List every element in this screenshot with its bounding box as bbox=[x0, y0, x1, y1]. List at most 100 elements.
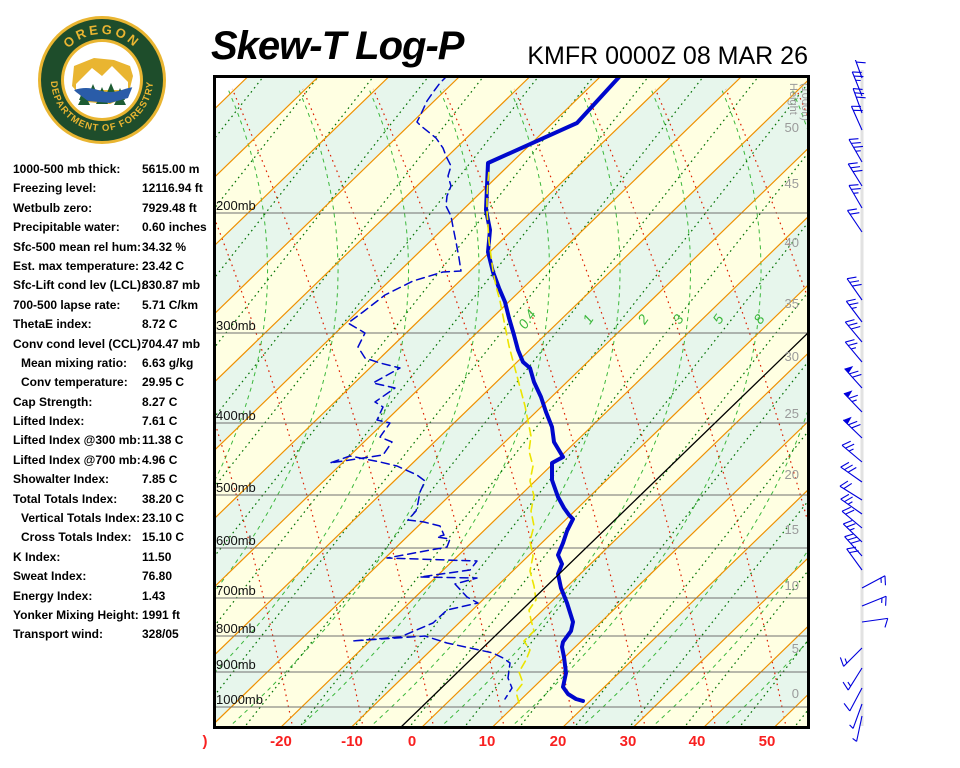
stat-row: K Index: 11.50 bbox=[13, 548, 211, 567]
stat-value: 11.50 bbox=[142, 549, 172, 564]
pressure-label: 700mb bbox=[216, 583, 256, 598]
stat-label: Precipitable water: bbox=[13, 220, 120, 235]
wind-barb bbox=[844, 339, 863, 363]
wind-barb bbox=[847, 162, 863, 187]
stat-value: 23.10 C bbox=[142, 511, 185, 526]
stat-value: 8.27 C bbox=[142, 394, 178, 409]
stat-label: Sfc-Lift cond lev (LCL): bbox=[13, 278, 145, 293]
stat-label: Yonker Mixing Height: bbox=[13, 607, 139, 622]
stat-value: 8.72 C bbox=[142, 317, 178, 332]
temperature-axis: ) -20 -10 0 10 20 30 40 50 bbox=[203, 733, 813, 755]
temp-tick-label: 50 bbox=[758, 733, 776, 750]
stat-row: Sfc-500 mean rel hum: 34.32 % bbox=[13, 238, 211, 257]
dry-adiabat-line bbox=[654, 88, 810, 533]
stat-label: Conv cond level (CCL): bbox=[13, 336, 146, 351]
stat-value: 12116.94 ft bbox=[142, 181, 203, 196]
stat-value: 15.10 C bbox=[142, 530, 185, 545]
stat-label: Lifted Index @300 mb: bbox=[13, 433, 141, 448]
wind-barb bbox=[852, 88, 866, 114]
mixing-ratio-line bbox=[517, 358, 810, 729]
wind-barb bbox=[842, 520, 863, 543]
temp-band bbox=[213, 78, 810, 725]
wind-barb bbox=[845, 298, 863, 323]
stat-label: K Index: bbox=[13, 549, 61, 564]
stat-row: Precipitable water: 0.60 inches bbox=[13, 218, 211, 237]
temp-tick-label: -20 bbox=[270, 733, 292, 750]
isotherm-line bbox=[213, 75, 462, 316]
stat-label: Conv temperature: bbox=[21, 375, 128, 390]
agency-logo: OREGON DEPARTMENT OF FORESTRY bbox=[38, 16, 166, 144]
stat-value: 830.87 mb bbox=[142, 278, 201, 293]
pressure-label: 400mb bbox=[216, 408, 256, 423]
pressure-label: 200mb bbox=[216, 198, 256, 213]
stat-label: ThetaE index: bbox=[13, 317, 92, 332]
mixing-ratio-line bbox=[213, 75, 706, 699]
stat-row: Lifted Index: 7.61 C bbox=[13, 412, 211, 431]
height-tick-label: 35 bbox=[785, 296, 799, 311]
stat-row: ThetaE index: 8.72 C bbox=[13, 315, 211, 334]
stat-row: Mean mixing ratio: 6.63 g/kg bbox=[13, 354, 211, 373]
pressure-label: 1000mb bbox=[216, 692, 263, 707]
stat-label: Cross Totals Index: bbox=[21, 530, 132, 545]
stat-label: Transport wind: bbox=[13, 627, 103, 642]
wind-barb bbox=[839, 480, 863, 501]
stat-row: Conv temperature: 29.95 C bbox=[13, 373, 211, 392]
height-tick-label: 0 bbox=[792, 686, 799, 701]
temperature-trace bbox=[484, 75, 622, 703]
isotherm-line bbox=[213, 75, 744, 589]
pressure-label: 800mb bbox=[216, 621, 256, 636]
stat-value: 328/05 bbox=[142, 627, 179, 642]
stat-label: Cap Strength: bbox=[13, 394, 93, 409]
forestry-seal-icon: OREGON DEPARTMENT OF FORESTRY bbox=[38, 16, 166, 144]
temp-tick-label: 10 bbox=[478, 733, 496, 750]
stat-value: 4.96 C bbox=[142, 452, 178, 467]
wind-barb bbox=[844, 366, 863, 389]
height-tick-label: 20 bbox=[785, 467, 799, 482]
stat-label: Sweat Index: bbox=[13, 569, 87, 584]
stat-value: 0.60 inches bbox=[142, 220, 207, 235]
stat-label: Est. max temperature: bbox=[13, 258, 140, 273]
height-tick-label: 40 bbox=[785, 235, 799, 250]
stat-row: Est. max temperature: 23.42 C bbox=[13, 257, 211, 276]
wind-barb bbox=[841, 440, 863, 463]
pressure-label: 500mb bbox=[216, 480, 256, 495]
skewt-plot-svg: 200mb 300mb 400mb 500mb 600mb 700mb 800mb 900mb… bbox=[213, 75, 811, 729]
height-tick-label: 50 bbox=[785, 120, 799, 135]
temp-tick-label: ) bbox=[202, 733, 208, 750]
isotherm-line bbox=[419, 350, 810, 729]
temp-band bbox=[213, 146, 810, 729]
dry-adiabat-line bbox=[302, 88, 506, 729]
station-date-label: KMFR 0000Z 08 MAR 26 bbox=[527, 42, 808, 70]
isotherm-line bbox=[631, 555, 810, 729]
stat-value: 6.63 g/kg bbox=[142, 355, 194, 370]
parcel-trace bbox=[486, 169, 537, 704]
isotherm-line bbox=[213, 75, 603, 453]
stat-row: Sfc-Lift cond lev (LCL): 830.87 mb bbox=[13, 276, 211, 295]
wind-barb bbox=[842, 667, 863, 691]
height-tick-label: 15 bbox=[785, 522, 799, 537]
mixing-ratio-line bbox=[213, 75, 596, 560]
wind-barb bbox=[839, 647, 863, 667]
isotherm-line bbox=[213, 75, 391, 248]
wind-barb bbox=[846, 276, 863, 301]
height-tick-label: 10 bbox=[785, 578, 799, 593]
stat-label: 1000-500 mb thick: bbox=[13, 162, 121, 176]
dry-adiabat-line bbox=[513, 88, 717, 729]
temp-tick-label: 0 bbox=[407, 733, 417, 750]
isotherm-line bbox=[213, 145, 810, 726]
dry-adiabat-line bbox=[584, 88, 788, 729]
stat-value: 38.20 C bbox=[142, 491, 185, 506]
stat-row: Yonker Mixing Height: 1991 ft bbox=[13, 606, 211, 625]
stat-label: Mean mixing ratio: bbox=[21, 355, 128, 370]
stat-row: Freezing level: 12116.94 ft bbox=[13, 179, 211, 198]
temp-tick-label: 40 bbox=[688, 733, 706, 750]
stat-label: Freezing level: bbox=[13, 181, 97, 196]
mixing-ratio-line bbox=[213, 75, 651, 629]
wind-barb bbox=[844, 319, 863, 343]
height-tick-label: 25 bbox=[785, 406, 799, 421]
stat-label: Lifted Index @700 mb: bbox=[13, 452, 141, 467]
stat-row: Energy Index: 1.43 bbox=[13, 587, 211, 606]
wind-barb-svg bbox=[839, 53, 889, 742]
wind-barb bbox=[841, 506, 863, 529]
stat-value: 23.42 C bbox=[142, 258, 185, 273]
